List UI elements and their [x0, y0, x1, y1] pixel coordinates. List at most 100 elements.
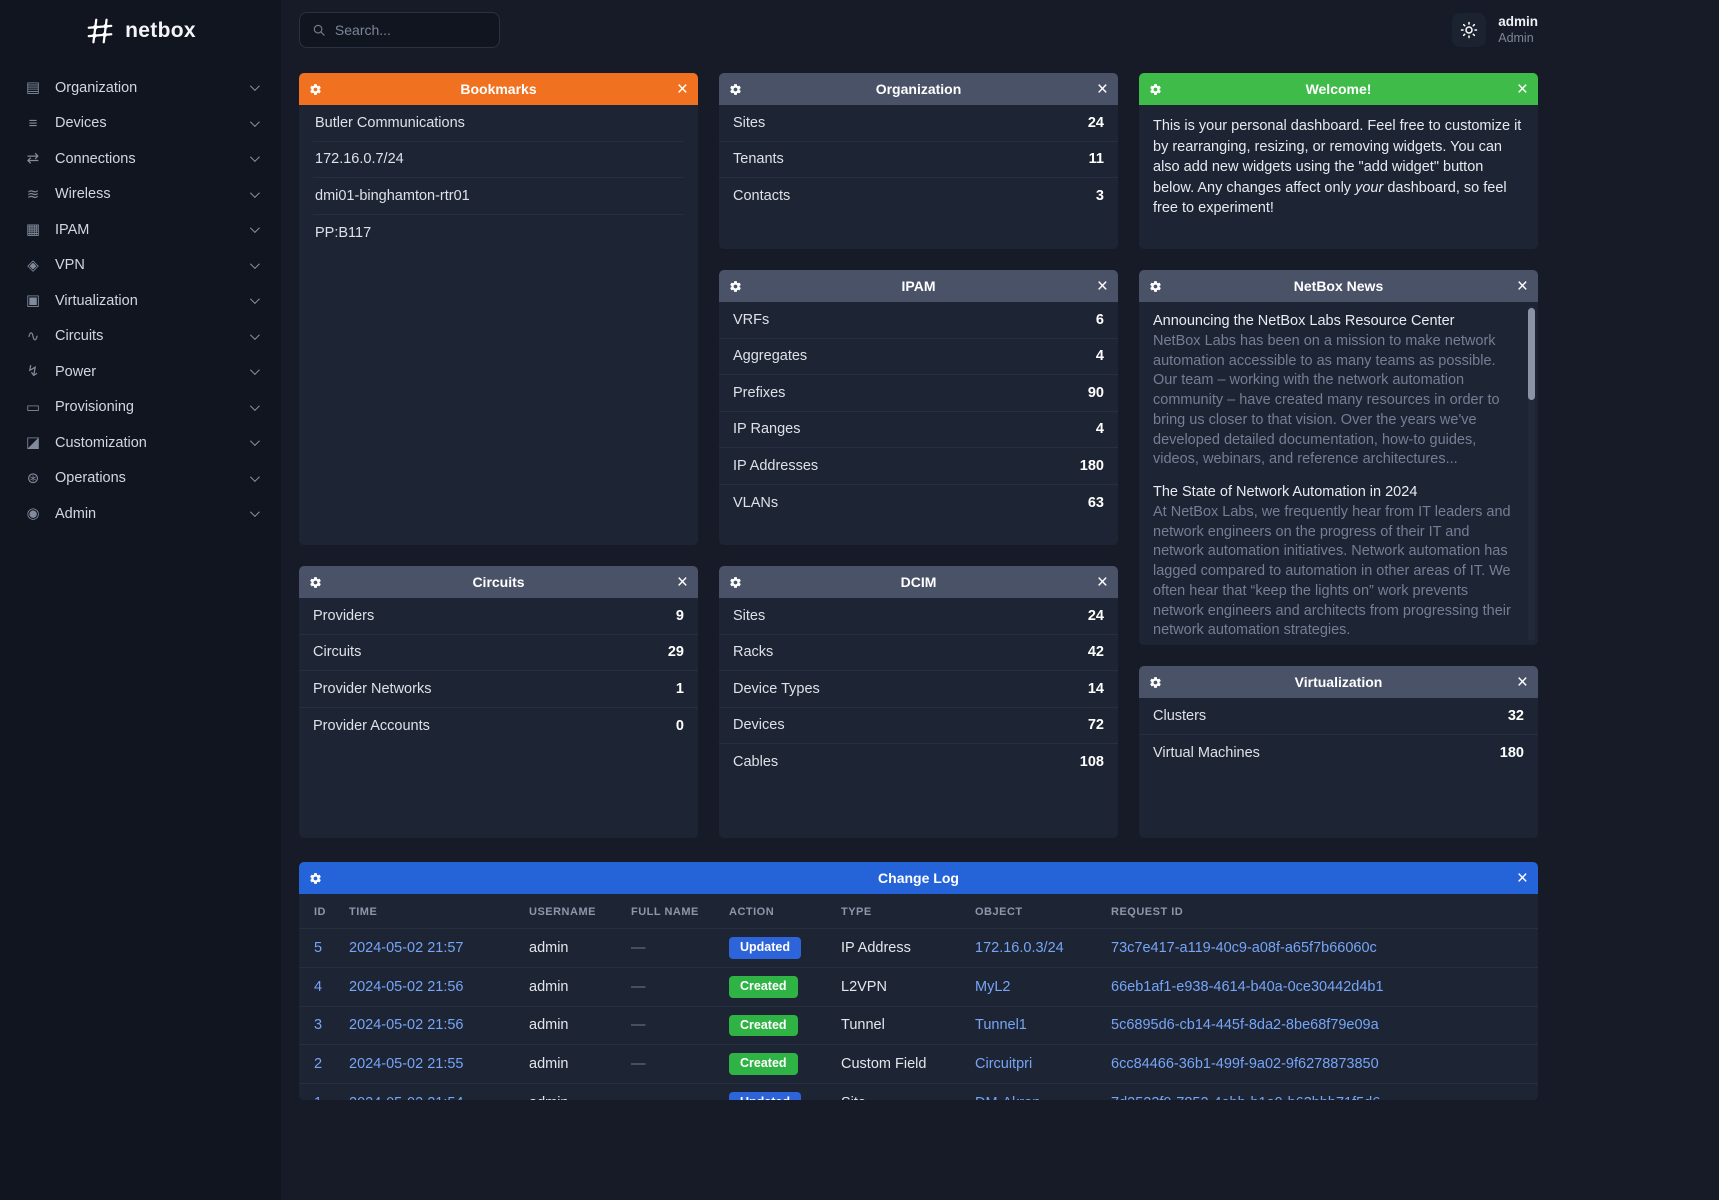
stat-row[interactable]: IP Ranges 4 — [719, 412, 1118, 448]
bookmark-item[interactable]: PP:B117 — [315, 224, 372, 241]
user-menu[interactable]: admin Admin — [1498, 14, 1538, 47]
widget-close-icon[interactable] — [1517, 277, 1528, 296]
stat-row[interactable]: Clusters 32 — [1139, 698, 1538, 735]
sidebar-item-devices[interactable]: ≡ Devices — [0, 106, 281, 142]
circuits-widget: Circuits Providers 9 Circuits 29 Provider … — [299, 566, 698, 838]
search-icon — [312, 22, 326, 38]
change-request-id-link[interactable]: 66eb1af1-e938-4614-b40a-0ce30442d4b1 — [1111, 978, 1384, 995]
devices-icon: ≡ — [28, 114, 38, 132]
sidebar-item-provisioning[interactable]: ▭ Provisioning — [0, 390, 281, 426]
bookmark-item[interactable]: 172.16.0.7/24 — [313, 142, 684, 178]
sidebar-item-virtualization[interactable]: ▣ Virtualization — [0, 283, 281, 319]
netbox-news-widget: NetBox News Announcing the NetBox Labs R… — [1139, 270, 1538, 645]
stat-row[interactable]: Virtual Machines 180 — [1139, 735, 1538, 772]
widget-config-gear-icon[interactable] — [729, 83, 742, 96]
widget-config-gear-icon[interactable] — [729, 576, 742, 589]
widget-close-icon[interactable] — [677, 573, 688, 592]
column-header-type: TYPE — [831, 894, 965, 929]
widget-body: Sites 24 Tenants 11 Contacts 3 — [719, 105, 1118, 249]
change-id-link[interactable]: 2 — [314, 1056, 323, 1073]
netbox-logo[interactable]: netbox — [0, 0, 281, 64]
stat-row[interactable]: Device Types 14 — [719, 671, 1118, 708]
stat-label: Racks — [733, 644, 774, 661]
sidebar-item-organization[interactable]: ▤ Organization — [0, 70, 281, 106]
stat-row[interactable]: Providers 9 — [299, 598, 698, 635]
changelog-row: 5 2024-05-02 21:57 admin — Updated IP Ad… — [299, 928, 1538, 968]
change-time-link[interactable]: 2024-05-02 21:54 — [349, 1095, 464, 1100]
widget-config-gear-icon[interactable] — [1149, 676, 1162, 689]
search-box[interactable] — [299, 12, 500, 48]
widget-config-gear-icon[interactable] — [1149, 83, 1162, 96]
widget-config-gear-icon[interactable] — [1149, 280, 1162, 293]
stat-row[interactable]: Sites 24 — [719, 105, 1118, 142]
stat-row[interactable]: Cables 108 — [719, 744, 1118, 781]
sidebar-item-customization[interactable]: ◪ Customization — [0, 425, 281, 461]
sidebar-item-label: Operations — [55, 470, 126, 487]
chevron-down-icon — [249, 294, 260, 305]
sidebar-item-circuits[interactable]: ∿ Circuits — [0, 319, 281, 355]
change-object-link[interactable]: Tunnel1 — [975, 1017, 1027, 1034]
change-object-link[interactable]: MyL2 — [975, 978, 1011, 995]
change-id-link[interactable]: 3 — [314, 1017, 323, 1034]
sidebar-item-operations[interactable]: ⊛ Operations — [0, 461, 281, 497]
stat-row[interactable]: VRFs 6 — [719, 302, 1118, 339]
news-scrollbar[interactable] — [1528, 306, 1535, 641]
change-time-link[interactable]: 2024-05-02 21:55 — [349, 1056, 464, 1073]
sidebar-item-wireless[interactable]: ≋ Wireless — [0, 177, 281, 213]
widget-close-icon[interactable] — [1517, 80, 1528, 99]
change-request-id-link[interactable]: 6cc84466-36b1-499f-9a02-9f6278873850 — [1111, 1056, 1379, 1073]
change-request-id-link[interactable]: 5c6895d6-cb14-445f-8da2-8be68f79e09a — [1111, 1017, 1379, 1034]
stat-row[interactable]: Aggregates 4 — [719, 339, 1118, 375]
change-object-link[interactable]: 172.16.0.3/24 — [975, 939, 1064, 956]
change-object-link[interactable]: Circuitpri — [975, 1056, 1033, 1073]
change-time-link[interactable]: 2024-05-02 21:57 — [349, 939, 464, 956]
widget-close-icon[interactable] — [1517, 673, 1528, 692]
stat-row[interactable]: VLANs 63 — [719, 485, 1118, 522]
stat-row[interactable]: Provider Accounts 0 — [299, 708, 698, 745]
scrollbar-thumb[interactable] — [1528, 308, 1535, 400]
widget-config-gear-icon[interactable] — [729, 280, 742, 293]
sidebar-item-connections[interactable]: ⇄ Connections — [0, 141, 281, 177]
widget-config-gear-icon[interactable] — [309, 576, 322, 589]
stat-row[interactable]: Racks 42 — [719, 635, 1118, 671]
bookmark-item[interactable]: dmi01-binghamton-rtr01 — [313, 178, 684, 215]
news-headline-link[interactable]: Announcing the NetBox Labs Resource Cent… — [1153, 313, 1455, 329]
sidebar-item-vpn[interactable]: ◈ VPN — [0, 248, 281, 284]
stat-row[interactable]: Circuits 29 — [299, 635, 698, 671]
search-input[interactable] — [334, 22, 487, 38]
change-id-link[interactable]: 5 — [314, 939, 323, 956]
column-header-time: TIME — [339, 894, 519, 929]
theme-toggle-button[interactable] — [1452, 13, 1487, 47]
widget-close-icon[interactable] — [1517, 869, 1528, 888]
change-object-link[interactable]: DM-Akron — [975, 1095, 1040, 1100]
stat-row[interactable]: Prefixes 90 — [719, 375, 1118, 412]
changelog-widget: Change Log ID TIME USERNAME FULL NAME — [299, 862, 1538, 1100]
change-request-id-link[interactable]: 73c7e417-a119-40c9-a08f-a65f7b66060c — [1111, 939, 1377, 956]
widget-title: Welcome! — [1305, 81, 1372, 97]
change-time-link[interactable]: 2024-05-02 21:56 — [349, 1017, 464, 1034]
change-time-link[interactable]: 2024-05-02 21:56 — [349, 978, 464, 995]
widget-config-gear-icon[interactable] — [309, 83, 322, 96]
news-article-text: At NetBox Labs, we frequently hear from … — [1153, 504, 1511, 639]
column-header-action: ACTION — [719, 894, 831, 929]
stat-row[interactable]: Sites 24 — [719, 598, 1118, 635]
widget-close-icon[interactable] — [1097, 573, 1108, 592]
stat-row[interactable]: Tenants 11 — [719, 142, 1118, 178]
change-request-id-link[interactable]: 7d2523f0-7852-4ebb-b1a9-b63bbb71f5d6 — [1111, 1095, 1380, 1100]
stat-row[interactable]: Devices 72 — [719, 708, 1118, 744]
widget-config-gear-icon[interactable] — [309, 872, 322, 885]
change-id-link[interactable]: 4 — [314, 978, 323, 995]
sidebar-item-admin[interactable]: ◉ Admin — [0, 496, 281, 532]
widget-close-icon[interactable] — [1097, 80, 1108, 99]
sidebar-item-ipam[interactable]: ▦ IPAM — [0, 212, 281, 248]
widget-close-icon[interactable] — [677, 80, 688, 99]
news-headline-link[interactable]: The State of Network Automation in 2024 — [1153, 484, 1418, 501]
stat-row[interactable]: IP Addresses 180 — [719, 448, 1118, 485]
sidebar-item-power[interactable]: ↯ Power — [0, 354, 281, 390]
widget-close-icon[interactable] — [1097, 277, 1108, 296]
welcome-text: This is your personal dashboard. Feel fr… — [1153, 118, 1522, 217]
stat-row[interactable]: Contacts 3 — [719, 178, 1118, 215]
bookmark-item[interactable]: Butler Communications — [313, 105, 684, 142]
stat-row[interactable]: Provider Networks 1 — [299, 671, 698, 708]
change-id-link[interactable]: 1 — [314, 1095, 322, 1100]
